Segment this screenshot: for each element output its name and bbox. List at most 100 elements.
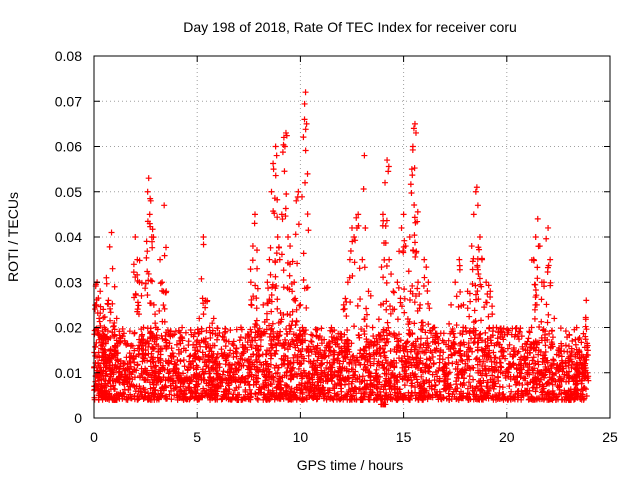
- data-point: [426, 363, 433, 370]
- data-point: [458, 394, 465, 401]
- data-point: [483, 392, 490, 399]
- data-point: [495, 328, 502, 335]
- data-point: [310, 343, 317, 350]
- data-point: [288, 396, 295, 403]
- data-point: [474, 347, 481, 354]
- data-point: [147, 385, 154, 392]
- data-point: [92, 343, 99, 350]
- data-point: [96, 318, 103, 325]
- data-point: [545, 311, 552, 318]
- data-point: [558, 390, 565, 397]
- data-point: [413, 373, 420, 380]
- data-point: [416, 344, 423, 351]
- data-point: [304, 170, 311, 177]
- data-point: [228, 375, 235, 382]
- data-point: [152, 320, 159, 327]
- data-point: [222, 392, 229, 399]
- data-point: [246, 364, 253, 371]
- data-point: [205, 392, 212, 399]
- data-point: [519, 345, 526, 352]
- data-point: [300, 367, 307, 374]
- data-point: [432, 381, 439, 388]
- data-point: [164, 366, 171, 373]
- data-point: [532, 360, 539, 367]
- data-point: [348, 393, 355, 400]
- data-point: [178, 388, 185, 395]
- data-point: [253, 374, 260, 381]
- data-point: [143, 238, 150, 245]
- data-point: [351, 372, 358, 379]
- data-point: [412, 384, 419, 391]
- data-point: [422, 349, 429, 356]
- data-point: [541, 359, 548, 366]
- data-point: [313, 345, 320, 352]
- data-point: [419, 348, 426, 355]
- data-point: [191, 355, 198, 362]
- data-point: [391, 381, 398, 388]
- data-point: [352, 237, 359, 244]
- data-point: [210, 315, 217, 322]
- data-point: [129, 368, 136, 375]
- data-point: [275, 244, 282, 251]
- data-point: [489, 372, 496, 379]
- data-point: [263, 382, 270, 389]
- data-point: [356, 334, 363, 341]
- data-point: [572, 341, 579, 348]
- data-point: [400, 361, 407, 368]
- data-point: [255, 346, 262, 353]
- data-point: [409, 290, 416, 297]
- x-tick-labels: 0 5 10 15 20 25: [90, 429, 618, 445]
- data-point: [99, 341, 106, 348]
- data-point: [344, 396, 351, 403]
- data-point: [421, 256, 428, 263]
- data-point: [404, 353, 411, 360]
- data-point: [93, 296, 100, 303]
- data-point: [103, 274, 110, 281]
- data-point: [242, 344, 249, 351]
- data-point: [270, 160, 277, 167]
- data-point: [117, 373, 124, 380]
- data-point: [363, 323, 370, 330]
- data-point: [142, 347, 149, 354]
- data-point: [396, 248, 403, 255]
- data-point: [386, 386, 393, 393]
- data-point: [97, 387, 104, 394]
- data-point: [465, 379, 472, 386]
- data-point: [394, 279, 401, 286]
- data-point: [286, 272, 293, 279]
- data-point: [471, 307, 478, 314]
- data-point: [423, 264, 430, 271]
- data-point: [380, 274, 387, 281]
- data-point: [103, 280, 110, 287]
- data-point: [470, 376, 477, 383]
- data-point: [245, 356, 252, 363]
- data-point: [200, 311, 207, 318]
- data-point: [236, 337, 243, 344]
- data-point: [445, 359, 452, 366]
- data-point: [456, 256, 463, 263]
- data-point: [318, 340, 325, 347]
- data-point: [529, 377, 536, 384]
- data-point: [238, 326, 245, 333]
- data-point: [299, 391, 306, 398]
- data-point: [460, 301, 467, 308]
- data-point: [336, 360, 343, 367]
- data-point: [122, 340, 129, 347]
- data-point: [475, 244, 482, 251]
- data-point: [139, 350, 146, 357]
- data-point: [117, 360, 124, 367]
- data-point: [147, 277, 154, 284]
- data-point: [472, 356, 479, 363]
- data-point: [411, 214, 418, 221]
- data-point: [411, 299, 418, 306]
- data-point: [131, 396, 138, 403]
- data-point: [329, 385, 336, 392]
- data-point: [239, 341, 246, 348]
- data-point: [476, 275, 483, 282]
- data-point: [436, 378, 443, 385]
- data-point: [578, 339, 585, 346]
- data-point: [414, 218, 421, 225]
- data-point: [116, 376, 123, 383]
- data-point: [304, 284, 311, 291]
- data-point: [161, 383, 168, 390]
